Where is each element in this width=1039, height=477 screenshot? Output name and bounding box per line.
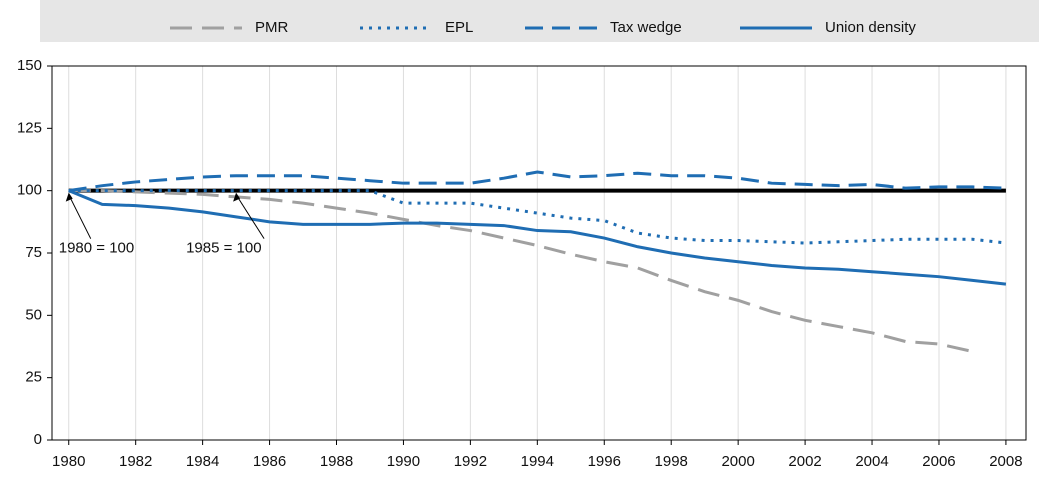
y-tick-label: 150 bbox=[17, 57, 42, 74]
arrow-head bbox=[233, 192, 241, 202]
x-tick-label: 2006 bbox=[922, 453, 955, 470]
legend-band bbox=[40, 0, 1039, 42]
y-tick-label: 0 bbox=[34, 431, 42, 448]
y-tick-label: 125 bbox=[17, 119, 42, 136]
annotation-arrow bbox=[235, 194, 265, 239]
x-tick-label: 1990 bbox=[387, 453, 420, 470]
x-tick-label: 1992 bbox=[454, 453, 487, 470]
series-line bbox=[68, 189, 1007, 286]
x-tick-label: 1994 bbox=[521, 453, 554, 470]
annotation-arrow bbox=[68, 194, 92, 239]
arrow-head bbox=[65, 192, 73, 202]
annotation: 1980 = 100 bbox=[59, 240, 135, 257]
y-tick-label: 75 bbox=[25, 244, 42, 261]
x-tick-label: 2008 bbox=[989, 453, 1022, 470]
plot-frame bbox=[51, 65, 1027, 441]
x-tick-label: 1984 bbox=[186, 453, 219, 470]
x-tick-label: 1982 bbox=[119, 453, 152, 470]
x-tick-label: 2002 bbox=[788, 453, 821, 470]
series-line bbox=[68, 189, 973, 353]
x-tick-label: 2004 bbox=[855, 453, 888, 470]
series-line bbox=[68, 170, 1006, 193]
legend-label: EPL bbox=[445, 19, 473, 36]
legend-label: PMR bbox=[255, 19, 289, 36]
x-tick-label: 1998 bbox=[655, 453, 688, 470]
x-tick-label: 1996 bbox=[588, 453, 621, 470]
y-tick-label: 25 bbox=[25, 369, 42, 386]
x-tick-label: 1988 bbox=[320, 453, 353, 470]
legend-label: Tax wedge bbox=[610, 19, 682, 36]
legend-label: Union density bbox=[825, 19, 916, 36]
annotation: 1985 = 100 bbox=[186, 240, 262, 257]
y-tick-label: 100 bbox=[17, 182, 42, 199]
x-tick-label: 1986 bbox=[253, 453, 286, 470]
x-tick-label: 1980 bbox=[52, 453, 85, 470]
y-tick-label: 50 bbox=[25, 306, 42, 323]
x-tick-label: 2000 bbox=[721, 453, 754, 470]
